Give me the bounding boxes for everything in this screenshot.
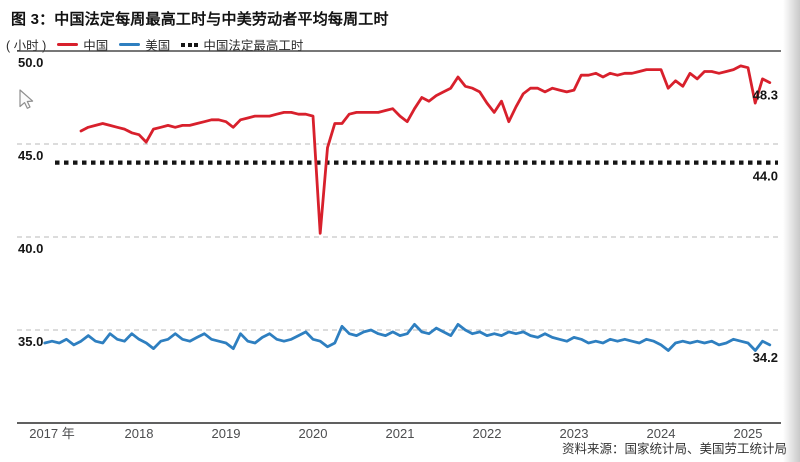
dotted-line-swatch-icon bbox=[181, 42, 199, 47]
x-tick-label-2025: 2025 bbox=[734, 426, 763, 441]
y-axis-unit-label: ( 小时 ) bbox=[6, 39, 47, 53]
legend-label-legal-max: 中国法定最高工时 bbox=[203, 39, 304, 53]
legend-item-us: 美国 bbox=[119, 35, 170, 54]
x-tick-label-2021: 2021 bbox=[386, 426, 415, 441]
x-tick-label-2019: 2019 bbox=[212, 426, 241, 441]
legend-label-us: 美国 bbox=[145, 39, 171, 53]
series-end-value-us: 34.2 bbox=[753, 350, 778, 365]
y-tick-label-45.0: 45.0 bbox=[18, 148, 43, 163]
y-tick-label-35.0: 35.0 bbox=[18, 334, 43, 349]
legend-label-china: 中国 bbox=[83, 39, 109, 53]
x-tick-label-2023: 2023 bbox=[560, 426, 589, 441]
y-tick-label-40.0: 40.0 bbox=[18, 241, 43, 256]
series-end-value-china: 48.3 bbox=[753, 88, 778, 103]
y-tick-label-50.0: 50.0 bbox=[18, 55, 43, 70]
us-line-swatch-icon bbox=[119, 42, 141, 47]
x-tick-label-2024: 2024 bbox=[647, 426, 676, 441]
series-line-us bbox=[43, 322, 772, 352]
legal-max-value-label: 44.0 bbox=[753, 169, 778, 184]
legend-item-china: 中国 bbox=[57, 35, 108, 54]
series-line-china bbox=[79, 64, 772, 235]
x-tick-label-2017: 2017 年 bbox=[29, 426, 75, 441]
x-tick-label-2020: 2020 bbox=[299, 426, 328, 441]
china-line-swatch-icon bbox=[57, 42, 79, 47]
legend-item-legal-max: 中国法定最高工时 bbox=[181, 35, 303, 54]
source-note: 资料来源：国家统计局、美国劳工统计局 bbox=[561, 442, 787, 456]
legend: ( 小时 ) 中国 美国 中国法定最高工时 bbox=[6, 35, 303, 54]
page-title: 图 3：中国法定每周最高工时与中美劳动者平均每周工时 bbox=[11, 11, 389, 28]
x-tick-label-2022: 2022 bbox=[473, 426, 502, 441]
x-tick-label-2018: 2018 bbox=[125, 426, 154, 441]
